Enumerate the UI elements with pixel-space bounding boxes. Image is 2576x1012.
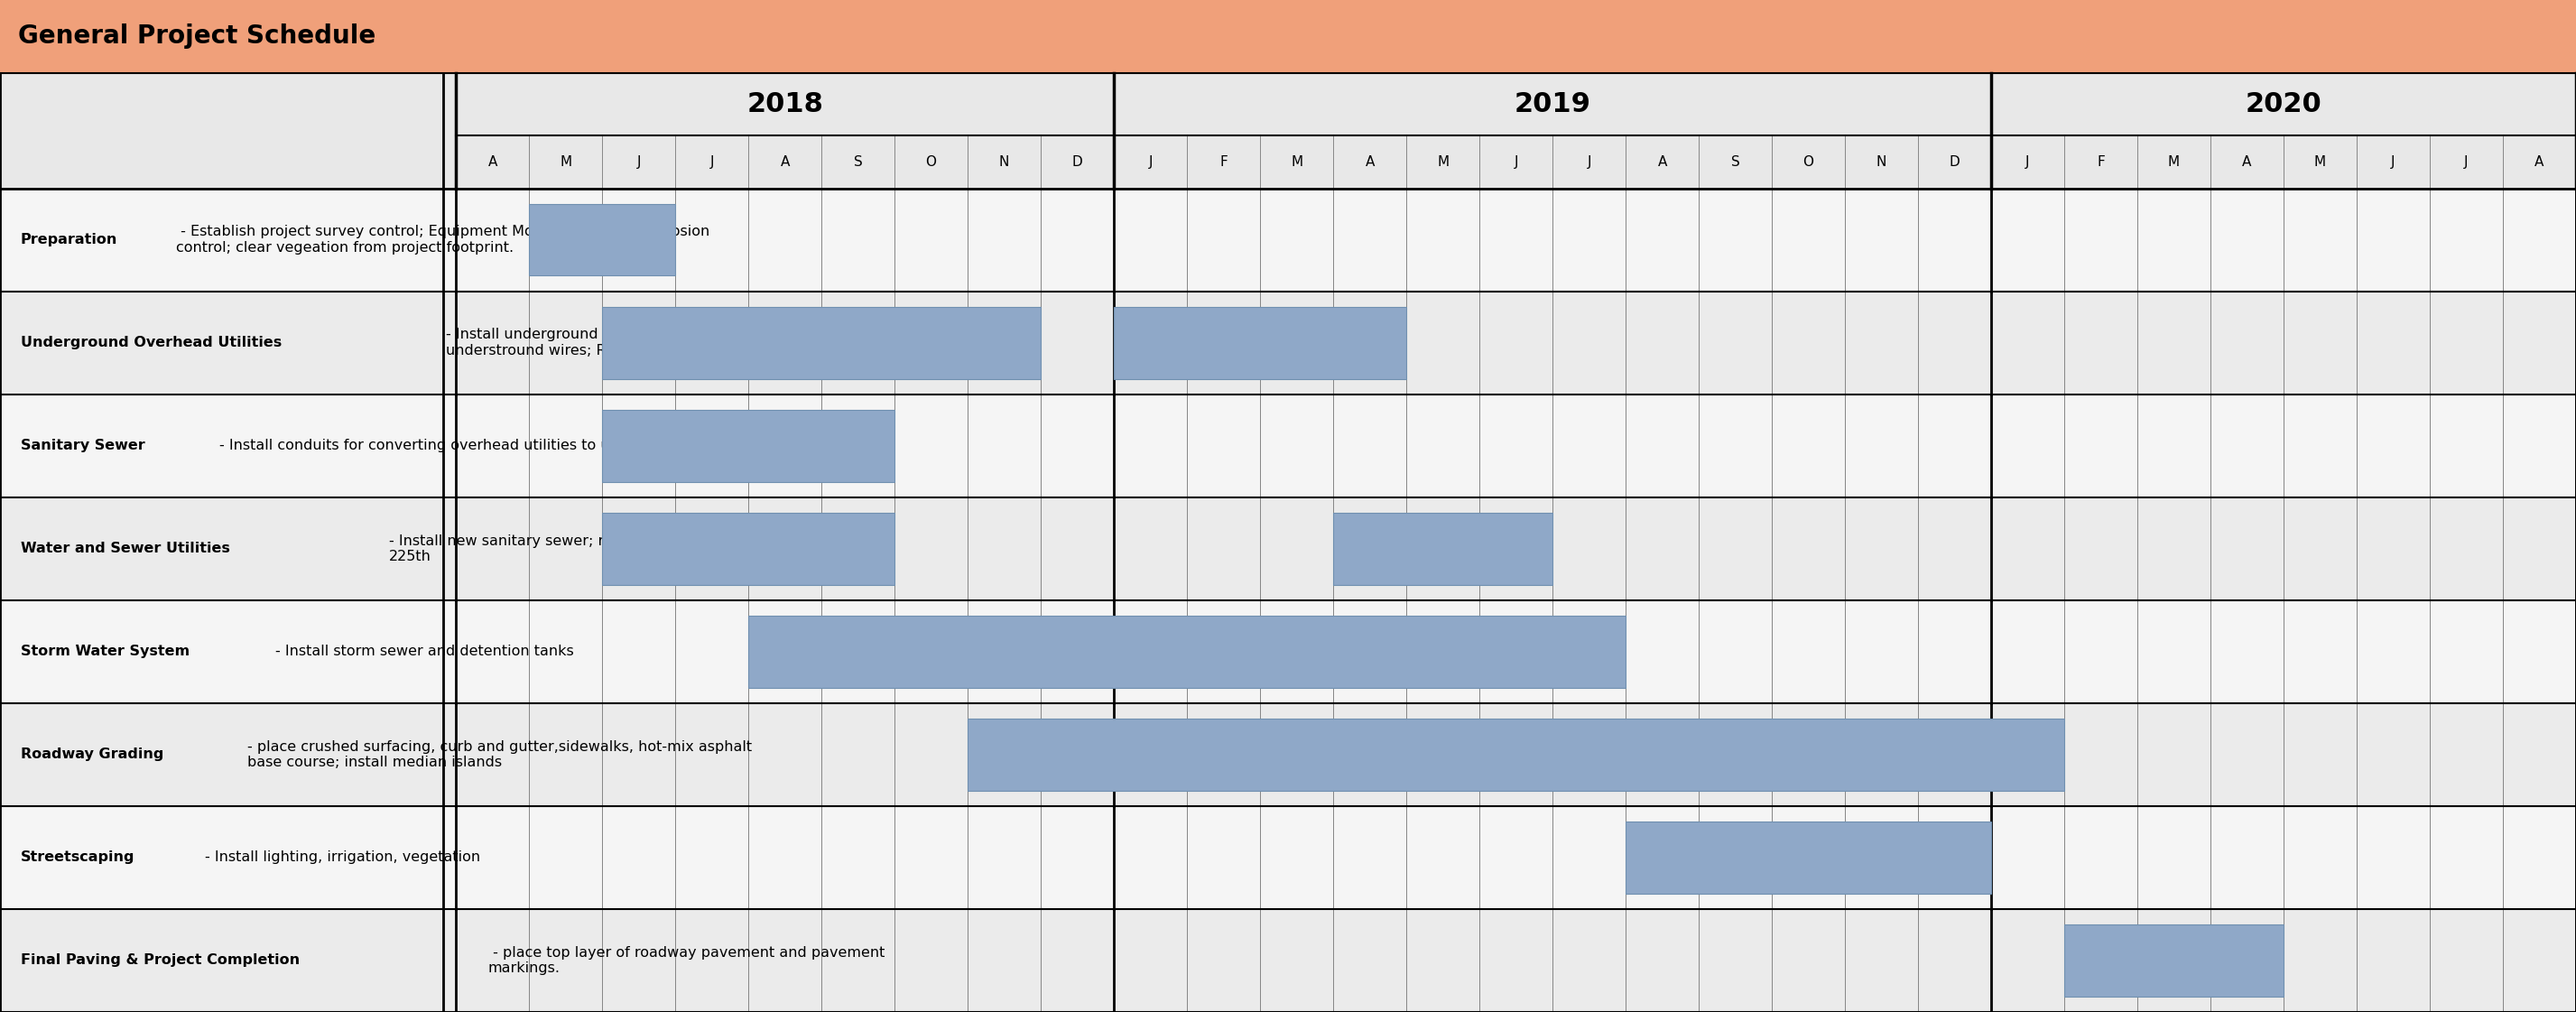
Text: Sanitary Sewer: Sanitary Sewer xyxy=(21,439,144,452)
Bar xyxy=(603,513,894,585)
Bar xyxy=(603,307,1041,378)
Text: M: M xyxy=(2169,155,2179,169)
Text: M: M xyxy=(1437,155,1448,169)
Text: - Install new sanitary sewer; replace water main from 220th to
225th: - Install new sanitary sewer; replace wa… xyxy=(389,534,842,564)
Text: M: M xyxy=(559,155,572,169)
Text: J: J xyxy=(2391,155,2396,169)
Text: General Project Schedule: General Project Schedule xyxy=(18,24,376,49)
Bar xyxy=(0,73,443,188)
Text: M: M xyxy=(2313,155,2326,169)
Text: J: J xyxy=(711,155,714,169)
Text: 2020: 2020 xyxy=(2246,91,2321,117)
Text: Underground Overhead Utilities: Underground Overhead Utilities xyxy=(21,336,281,349)
Text: J: J xyxy=(1149,155,1151,169)
Text: - place crushed surfacing, curb and gutter,sidewalks, hot-mix asphalt
base cours: - place crushed surfacing, curb and gutt… xyxy=(247,740,752,769)
Text: - place top layer of roadway pavement and pavement
markings.: - place top layer of roadway pavement an… xyxy=(487,946,884,976)
Text: A: A xyxy=(487,155,497,169)
Bar xyxy=(0,600,2576,703)
Bar xyxy=(528,203,675,275)
Text: J: J xyxy=(2025,155,2030,169)
Text: M: M xyxy=(1291,155,1303,169)
Bar xyxy=(0,188,2576,291)
Text: J: J xyxy=(2465,155,2468,169)
Text: J: J xyxy=(1515,155,1517,169)
Text: D: D xyxy=(1950,155,1960,169)
Text: A: A xyxy=(2535,155,2545,169)
Bar xyxy=(1113,307,1406,378)
Text: Water and Sewer Utilities: Water and Sewer Utilities xyxy=(21,541,234,556)
Text: O: O xyxy=(1803,155,1814,169)
Bar xyxy=(0,909,2576,1012)
Text: Streetscaping: Streetscaping xyxy=(21,851,134,864)
Text: - Install conduits for converting overhead utilities to underground.: - Install conduits for converting overhe… xyxy=(219,439,698,452)
Bar xyxy=(0,394,2576,497)
Text: Preparation: Preparation xyxy=(21,233,118,247)
Bar xyxy=(969,719,2063,790)
Bar xyxy=(0,806,2576,909)
Text: A: A xyxy=(1656,155,1667,169)
Bar xyxy=(1625,822,1991,894)
Text: O: O xyxy=(925,155,938,169)
Text: Storm Water System: Storm Water System xyxy=(21,645,191,659)
Text: 2018: 2018 xyxy=(747,91,824,117)
Text: N: N xyxy=(999,155,1010,169)
Text: N: N xyxy=(1875,155,1886,169)
Bar xyxy=(750,615,1625,687)
Text: F: F xyxy=(2097,155,2105,169)
Text: A: A xyxy=(2241,155,2251,169)
Text: J: J xyxy=(1587,155,1592,169)
Bar xyxy=(2063,925,2282,997)
Text: F: F xyxy=(1218,155,1229,169)
Bar xyxy=(0,0,2576,73)
Text: - Establish project survey control; Equipment Mobilization; Install erosion
cont: - Establish project survey control; Equi… xyxy=(175,225,711,254)
Bar xyxy=(0,497,2576,600)
Bar xyxy=(1334,513,1553,585)
Bar xyxy=(0,73,2576,188)
Text: D: D xyxy=(1072,155,1082,169)
Text: - Install underground infrastructure; Install and energize
understround wires; R: - Install underground infrastructure; In… xyxy=(446,328,855,357)
Bar xyxy=(0,703,2576,806)
Text: - Install storm sewer and detention tanks: - Install storm sewer and detention tank… xyxy=(276,645,574,659)
Bar xyxy=(0,291,2576,394)
Bar xyxy=(603,410,894,482)
Text: A: A xyxy=(781,155,791,169)
Text: - Install lighting, irrigation, vegetation: - Install lighting, irrigation, vegetati… xyxy=(204,851,479,864)
Text: S: S xyxy=(1731,155,1739,169)
Text: Final Paving & Project Completion: Final Paving & Project Completion xyxy=(21,953,299,967)
Text: 2019: 2019 xyxy=(1515,91,1592,117)
Text: J: J xyxy=(636,155,641,169)
Text: A: A xyxy=(1365,155,1376,169)
Text: Roadway Grading: Roadway Grading xyxy=(21,748,167,761)
Text: S: S xyxy=(853,155,863,169)
